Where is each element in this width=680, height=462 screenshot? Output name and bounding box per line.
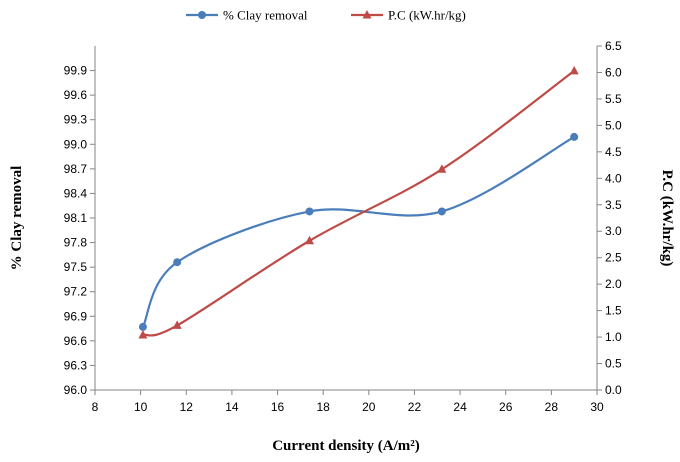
right-y-tick-label: 1.5	[605, 304, 622, 318]
right-y-tick-label: 4.0	[605, 171, 622, 185]
x-tick-label: 10	[134, 400, 148, 414]
left-y-tick-label: 97.8	[64, 236, 88, 250]
clay-removal-line	[141, 135, 575, 328]
legend-clay-removal-label: % Clay removal	[223, 8, 308, 23]
axes: 8 10 12 14 16 18 20 22 24 26 28 30 96.0 96.3 96.6 96.9 9…	[64, 39, 622, 414]
x-tick-label: 8	[92, 400, 99, 414]
x-tick-label: 24	[453, 400, 467, 414]
x-tick-label: 28	[545, 400, 559, 414]
x-tick-label: 16	[271, 400, 285, 414]
x-tick-label: 20	[362, 400, 376, 414]
left-y-tick-label: 98.1	[64, 211, 88, 225]
power-consumption-point	[304, 235, 314, 245]
clay-removal-point	[305, 207, 314, 216]
clay-removal-point	[437, 207, 446, 216]
right-y-tick-label: 0.0	[605, 383, 622, 397]
right-y-tick-label: 0.5	[605, 357, 622, 371]
clay-removal-point	[173, 258, 182, 267]
left-y-tick-label: 96.6	[64, 334, 88, 348]
x-tick-label: 14	[225, 400, 239, 414]
power-consumption-point	[138, 329, 148, 339]
right-y-tick-label: 4.5	[605, 145, 622, 159]
left-y-tick-label: 97.2	[64, 285, 88, 299]
left-y-tick-label: 96.0	[64, 383, 88, 397]
power-consumption-point	[569, 65, 579, 75]
right-y-tick-label: 5.0	[605, 118, 622, 132]
clay-removal-point	[138, 322, 147, 331]
legend-power-consumption-label: P.C (kW.hr/kg)	[388, 8, 466, 23]
left-y-tick-label: 98.7	[64, 162, 88, 176]
left-y-tick-label: 98.4	[64, 186, 88, 200]
x-tick-label: 22	[408, 400, 422, 414]
legend: % Clay removal P.C (kW.hr/kg)	[186, 8, 466, 23]
left-y-axis-title: % Clay removal	[9, 166, 25, 271]
x-tick-label: 18	[317, 400, 331, 414]
x-axis-title: Current density (A/m²)	[272, 438, 420, 454]
right-y-tick-label: 5.5	[605, 92, 622, 106]
right-y-axis-title: P.C (kW.hr/kg)	[659, 170, 675, 267]
right-y-tick-label: 3.5	[605, 198, 622, 212]
power-consumption-point	[437, 164, 447, 173]
power-consumption-point	[172, 320, 182, 329]
left-y-tick-label: 96.3	[64, 358, 88, 372]
right-y-tick-label: 3.0	[605, 224, 622, 238]
x-tick-label: 12	[180, 400, 194, 414]
left-y-tick-label: 97.5	[64, 260, 88, 274]
x-tick-label: 30	[590, 400, 604, 414]
right-y-tick-label: 1.0	[605, 330, 622, 344]
clay-removal-point	[570, 132, 579, 141]
x-tick-label: 26	[499, 400, 513, 414]
left-y-tick-label: 99.9	[64, 64, 88, 78]
left-y-tick-label: 99.3	[64, 113, 88, 127]
right-y-tick-label: 2.0	[605, 277, 622, 291]
right-y-tick-label: 6.5	[605, 39, 622, 53]
left-y-tick-label: 99.0	[64, 137, 88, 151]
left-y-tick-label: 96.9	[64, 309, 88, 323]
legend-power-consumption-marker	[362, 10, 372, 19]
right-y-tick-label: 6.0	[605, 65, 622, 79]
power-consumption-line	[142, 69, 575, 337]
legend-clay-removal-marker	[198, 11, 206, 19]
series-layer	[138, 65, 579, 339]
left-y-tick-label: 99.6	[64, 88, 88, 102]
right-y-tick-label: 2.5	[605, 251, 622, 265]
